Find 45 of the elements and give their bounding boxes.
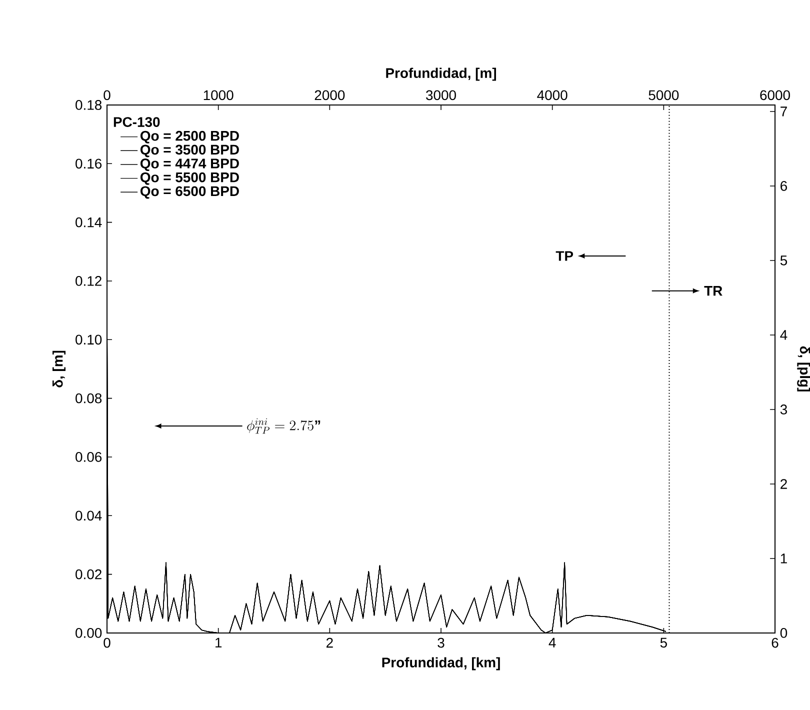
x-axis-title: Profundidad, [km] [382,657,500,670]
x2-tick-label: 3000 [426,90,456,100]
y-tick-label: 0.12 [76,276,102,286]
x2-tick-label: 5000 [648,90,679,100]
x-tick-label: 2 [326,638,333,648]
legend-label: Qo = 3500 BPD [140,144,239,158]
x2-tick-label: 1000 [204,90,234,100]
x-tick-label: 3 [438,638,444,648]
y2-axis-title: δ, [plg] [797,346,810,392]
y-tick-label: 0.02 [76,569,102,580]
y-tick-label: 0.00 [76,628,102,638]
x2-axis-title: Profundidad, [m] [386,68,496,81]
annotation: TP [556,251,574,261]
x2-tick-label: 4000 [537,90,568,100]
legend-label: Qo = 2500 BPD [140,130,239,144]
y2-tick-label: 6 [780,181,787,191]
y2-tick-label: 3 [780,404,787,414]
annotation: $\phi^{ini}_{TP} = 2.75\mbox{"}$ [247,418,320,434]
legend-title: PC-130 [114,117,160,127]
x2-tick-label: 0 [104,90,110,100]
y-tick-label: 0.14 [76,217,102,228]
y-tick-label: 0.16 [76,158,102,169]
legend-label: Qo = 5500 BPD [140,172,239,185]
y2-tick-label: 1 [780,554,787,564]
legend-label: Qo = 4474 BPD [140,158,239,172]
y-tick-label: 0.10 [76,334,102,345]
y-tick-label: 0.04 [76,510,102,521]
y2-tick-label: 7 [780,106,787,116]
x2-tick-label: 2000 [314,90,345,100]
x-tick-label: 1 [216,638,222,648]
y2-tick-label: 2 [780,479,787,489]
y-tick-label: 0.18 [76,100,102,110]
y2-tick-label: 4 [780,330,788,340]
annotation: TR [704,286,722,296]
x-tick-label: 0 [104,638,110,648]
y-axis-title: δ, [m] [52,350,66,388]
legend-label: Qo = 6500 BPD [140,186,239,199]
y2-tick-label: 0 [780,628,788,638]
y2-tick-label: 5 [780,256,788,266]
x-tick-label: 6 [772,638,778,648]
y-tick-label: 0.06 [76,452,102,462]
y-tick-label: 0.08 [76,393,102,404]
x-tick-label: 5 [660,638,667,648]
x2-tick-label: 6000 [760,90,790,100]
x-tick-label: 4 [548,638,556,648]
